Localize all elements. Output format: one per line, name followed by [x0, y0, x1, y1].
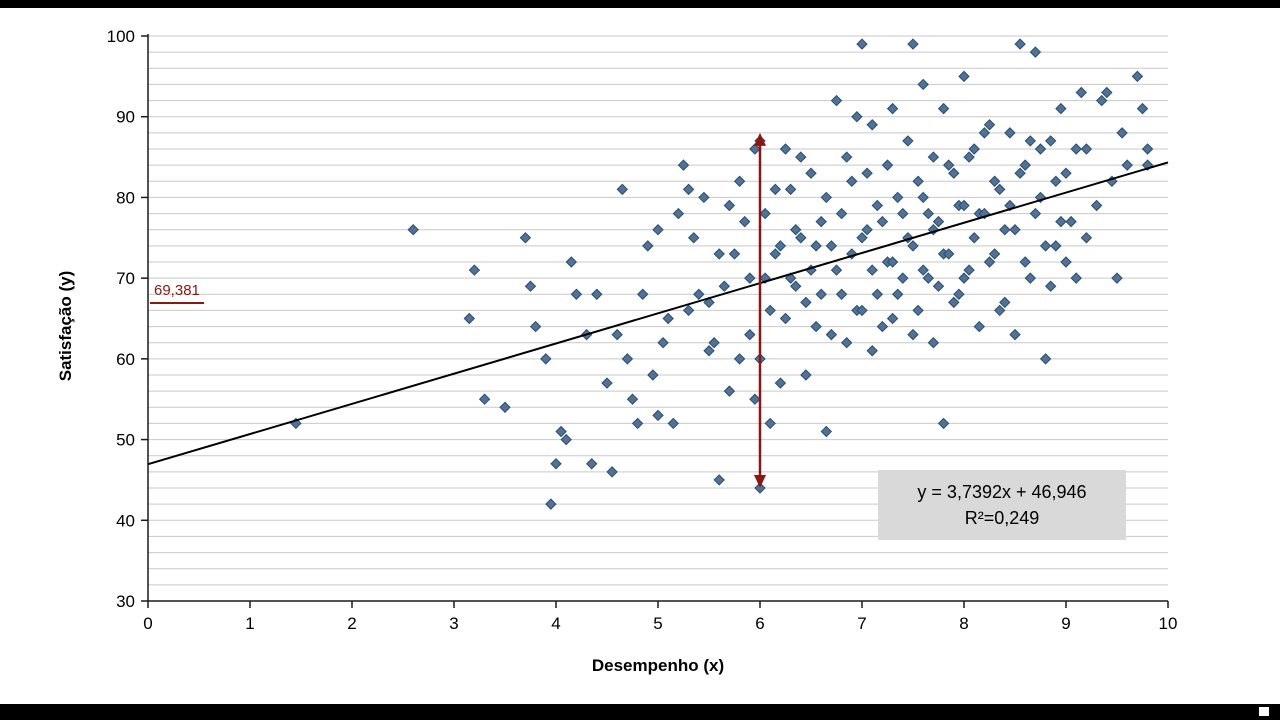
svg-text:5: 5 [653, 614, 662, 633]
svg-text:40: 40 [116, 511, 135, 530]
r-squared-label: R²=0,249 [964, 508, 1040, 528]
svg-text:7: 7 [857, 614, 866, 633]
svg-text:1: 1 [245, 614, 254, 633]
scatter-points [290, 38, 1154, 510]
trendline [147, 161, 1169, 466]
svg-text:2: 2 [347, 614, 356, 633]
svg-text:90: 90 [116, 108, 135, 127]
annotation-value-label: 69,381 [150, 282, 204, 304]
svg-text:6: 6 [755, 614, 764, 633]
svg-text:60: 60 [116, 350, 135, 369]
svg-text:100: 100 [107, 27, 135, 46]
svg-text:10: 10 [1159, 614, 1178, 633]
svg-text:70: 70 [116, 269, 135, 288]
svg-text:0: 0 [143, 614, 152, 633]
svg-text:8: 8 [959, 614, 968, 633]
letterbox-top [0, 0, 1280, 8]
svg-text:80: 80 [116, 188, 135, 207]
y-axis-title: Satisfação (y) [56, 270, 75, 382]
svg-text:50: 50 [116, 431, 135, 450]
svg-text:3: 3 [449, 614, 458, 633]
scatter-chart: 30 40 50 60 70 80 90 100 0 1 2 3 4 5 6 7 8 9 10 Satisfação… [0, 8, 1280, 704]
svg-text:30: 30 [116, 592, 135, 611]
x-axis-title: Desempenho (x) [591, 656, 725, 675]
svg-text:4: 4 [551, 614, 560, 633]
equation-box: y = 3,7392x + 46,946 R²=0,249 [878, 470, 1126, 540]
value-arrow [754, 132, 766, 488]
video-artifact [1259, 707, 1269, 716]
svg-text:9: 9 [1061, 614, 1070, 633]
axes [141, 34, 1169, 608]
trendline-equation: y = 3,7392x + 46,946 [917, 481, 1087, 502]
letterbox-bottom [0, 704, 1280, 720]
plot-svg: 30 40 50 60 70 80 90 100 0 1 2 3 4 5 6 7 8 9 10 [107, 27, 1178, 633]
tick-labels: 30 40 50 60 70 80 90 100 0 1 2 3 4 5 6 7 8 9 10 [107, 27, 1178, 633]
